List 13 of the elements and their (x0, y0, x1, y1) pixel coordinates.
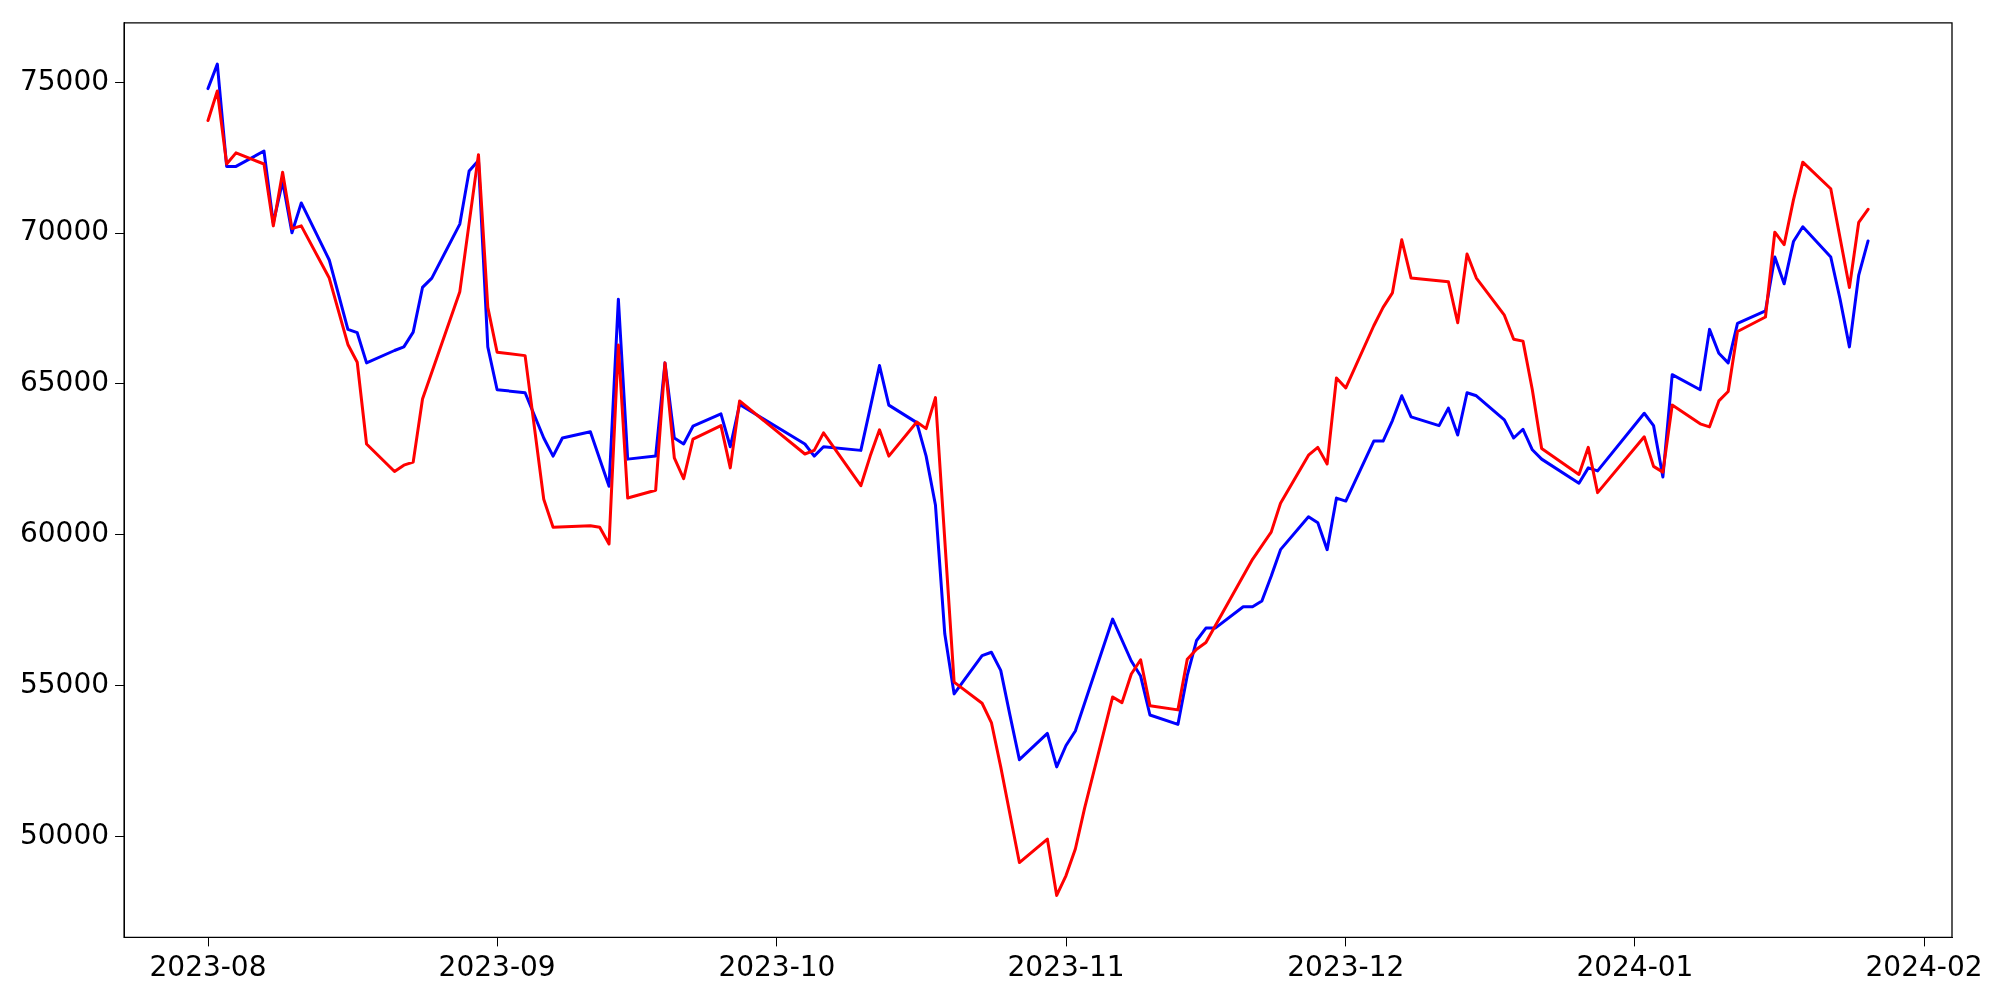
y-tick-label: 55000 (19, 667, 110, 701)
y-tick-label: 75000 (19, 63, 110, 97)
x-tick-label: 2023-11 (1007, 950, 1125, 984)
y-tick-label: 50000 (19, 817, 110, 851)
x-tick-label: 2024-02 (1865, 950, 1983, 984)
x-tick-label: 2023-12 (1287, 950, 1405, 984)
x-tick-label: 2023-10 (718, 950, 836, 984)
x-tick-label: 2023-09 (438, 950, 556, 984)
y-tick-label: 60000 (19, 516, 110, 550)
y-tick-label: 70000 (19, 214, 110, 248)
x-tick-label: 2023-08 (149, 950, 267, 984)
x-tick-label: 2024-01 (1576, 950, 1694, 984)
y-tick-label: 65000 (19, 365, 110, 399)
